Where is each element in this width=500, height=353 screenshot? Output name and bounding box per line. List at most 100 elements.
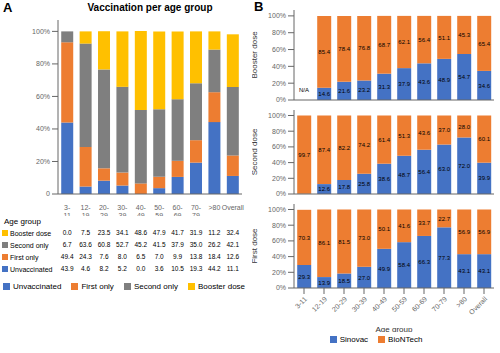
svg-text:37.9: 37.9 (398, 81, 410, 87)
svg-text:0: 0 (46, 190, 50, 197)
svg-text:81.5: 81.5 (338, 239, 350, 245)
svg-text:48.9: 48.9 (438, 77, 450, 83)
svg-text:77.3: 77.3 (438, 255, 450, 261)
svg-text:68.7: 68.7 (378, 42, 390, 48)
svg-text:76.8: 76.8 (358, 45, 370, 51)
svg-text:43.1: 43.1 (458, 268, 470, 274)
svg-text:63.0: 63.0 (438, 166, 450, 172)
svg-text:66.3: 66.3 (418, 259, 430, 265)
svg-text:70-79: 70-79 (191, 204, 202, 216)
svg-text:>80: >80 (455, 295, 468, 308)
svg-text:87.4: 87.4 (318, 147, 330, 153)
svg-text:56.9: 56.9 (458, 229, 470, 235)
svg-text:51.3: 51.3 (398, 133, 410, 139)
svg-text:31.3: 31.3 (378, 84, 390, 90)
svg-text:72.0: 72.0 (458, 163, 470, 169)
svg-text:27.0: 27.0 (358, 275, 370, 281)
svg-text:58.4: 58.4 (398, 262, 410, 268)
svg-text:3-11: 3-11 (294, 295, 309, 310)
svg-text:54.7: 54.7 (458, 74, 470, 80)
svg-text:61.4: 61.4 (378, 137, 390, 143)
svg-text:48.7: 48.7 (398, 172, 410, 178)
svg-text:41.6: 41.6 (398, 223, 410, 229)
svg-text:86.1: 86.1 (318, 240, 330, 246)
svg-text:0%: 0% (276, 190, 286, 197)
svg-text:N/A: N/A (299, 87, 309, 93)
svg-text:First dose: First dose (252, 228, 259, 264)
svg-text:40%: 40% (36, 125, 50, 132)
svg-text:40%: 40% (272, 253, 286, 260)
svg-text:100%: 100% (268, 206, 286, 213)
svg-text:60%: 60% (272, 237, 286, 244)
svg-text:82.2: 82.2 (338, 145, 350, 151)
svg-text:65.4: 65.4 (478, 41, 490, 47)
svg-text:100%: 100% (32, 28, 50, 35)
svg-text:Age group: Age group (376, 325, 413, 332)
svg-text:60-69: 60-69 (411, 295, 429, 313)
svg-text:43.6: 43.6 (418, 79, 430, 85)
svg-text:20-29: 20-29 (99, 204, 110, 216)
svg-text:38.6: 38.6 (378, 176, 390, 182)
svg-text:22.7: 22.7 (438, 216, 450, 222)
svg-text:17.8: 17.8 (338, 184, 350, 190)
svg-text:34.6: 34.6 (478, 83, 490, 89)
svg-text:50-59: 50-59 (154, 204, 165, 216)
svg-text:Overall: Overall (222, 204, 245, 211)
svg-text:40-49: 40-49 (371, 295, 389, 313)
svg-text:78.4: 78.4 (338, 46, 350, 52)
svg-text:Second dose: Second dose (252, 128, 259, 175)
svg-text:25.8: 25.8 (358, 181, 370, 187)
svg-text:20%: 20% (36, 158, 50, 165)
svg-text:80%: 80% (272, 29, 286, 36)
svg-text:20%: 20% (272, 80, 286, 87)
svg-text:>80: >80 (208, 204, 220, 211)
svg-text:20-29: 20-29 (331, 295, 349, 313)
svg-text:33.7: 33.7 (418, 220, 430, 226)
svg-text:100%: 100% (268, 12, 286, 19)
svg-text:80%: 80% (272, 128, 286, 135)
svg-text:73.0: 73.0 (358, 235, 370, 241)
svg-text:20%: 20% (272, 175, 286, 182)
svg-text:30-39: 30-39 (351, 295, 369, 313)
svg-text:70.3: 70.3 (298, 235, 310, 241)
svg-text:56.4: 56.4 (418, 37, 430, 43)
svg-text:12-19: 12-19 (311, 295, 329, 313)
svg-text:Booster dose: Booster dose (252, 31, 259, 79)
svg-text:60%: 60% (36, 93, 50, 100)
svg-text:40%: 40% (272, 63, 286, 70)
svg-text:100%: 100% (268, 112, 286, 119)
svg-text:45.3: 45.3 (458, 32, 470, 38)
svg-text:56.4: 56.4 (418, 169, 430, 175)
svg-text:99.7: 99.7 (298, 152, 310, 158)
svg-text:50.1: 50.1 (378, 226, 390, 232)
svg-text:37.0: 37.0 (438, 127, 450, 133)
svg-text:30-39: 30-39 (117, 204, 128, 216)
svg-text:60%: 60% (272, 143, 286, 150)
svg-text:43.6: 43.6 (418, 130, 430, 136)
svg-text:18.5: 18.5 (338, 278, 350, 284)
svg-text:3-11: 3-11 (64, 204, 71, 216)
svg-text:29.3: 29.3 (298, 274, 310, 280)
svg-text:23.2: 23.2 (358, 87, 370, 93)
svg-text:60%: 60% (272, 46, 286, 53)
svg-text:80%: 80% (36, 60, 50, 67)
svg-text:Overall: Overall (468, 295, 489, 316)
svg-text:70-79: 70-79 (431, 295, 449, 313)
svg-text:28.0: 28.0 (458, 124, 470, 130)
svg-text:12.6: 12.6 (318, 186, 330, 192)
svg-text:21.6: 21.6 (338, 88, 350, 94)
svg-text:13.9: 13.9 (318, 280, 330, 286)
svg-text:12-19: 12-19 (81, 204, 92, 216)
svg-text:49.9: 49.9 (378, 266, 390, 272)
svg-text:0%: 0% (276, 96, 286, 103)
svg-text:50-59: 50-59 (391, 295, 409, 313)
svg-text:62.1: 62.1 (398, 39, 410, 45)
svg-text:39.9: 39.9 (478, 175, 490, 181)
svg-text:0%: 0% (276, 284, 286, 291)
svg-text:40-49: 40-49 (136, 204, 147, 216)
svg-text:40%: 40% (272, 159, 286, 166)
svg-text:74.2: 74.2 (358, 142, 370, 148)
svg-text:20%: 20% (272, 269, 286, 276)
svg-text:43.1: 43.1 (478, 268, 490, 274)
svg-text:14.6: 14.6 (318, 91, 330, 97)
